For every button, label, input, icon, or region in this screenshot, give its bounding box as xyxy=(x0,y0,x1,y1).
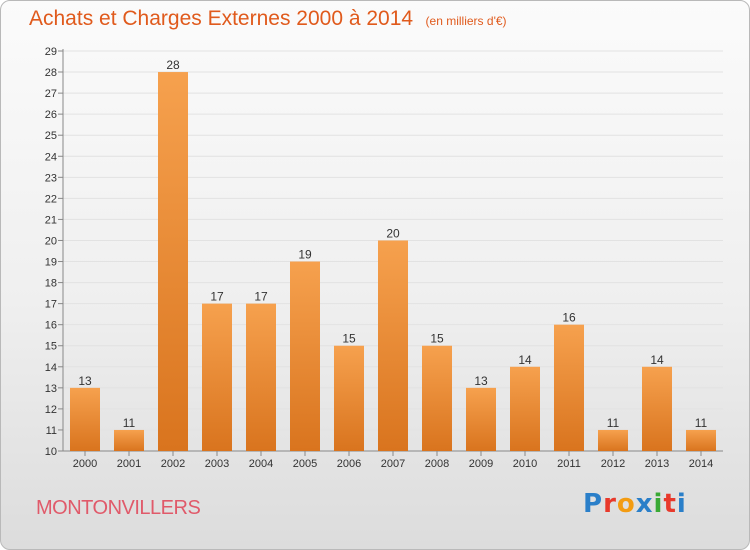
title-unit: (en milliers d'€) xyxy=(425,14,507,28)
y-tick-label: 19 xyxy=(45,257,57,269)
x-tick-label: 2002 xyxy=(161,458,185,470)
x-tick-label: 2001 xyxy=(117,458,141,470)
y-tick-label: 20 xyxy=(45,235,57,247)
bar-value-label: 11 xyxy=(123,416,136,430)
bar xyxy=(642,366,672,451)
y-tick-label: 25 xyxy=(45,130,57,142)
bar xyxy=(422,345,452,451)
x-tick-label: 2000 xyxy=(73,458,97,470)
bar xyxy=(114,429,144,451)
commune-name: MONTONVILLERS xyxy=(36,497,201,519)
bars xyxy=(70,72,716,451)
bar-value-label: 13 xyxy=(78,374,92,388)
bar-value-label: 11 xyxy=(607,416,620,430)
x-tick-label: 2005 xyxy=(293,458,317,470)
y-tick-label: 14 xyxy=(45,362,57,374)
logo-letter: t xyxy=(663,489,677,519)
proxiti-logo: Proxiti xyxy=(583,489,687,519)
bar xyxy=(510,366,540,451)
y-tick-label: 26 xyxy=(45,109,57,121)
bar-value-label: 19 xyxy=(298,248,312,262)
y-tick-label: 12 xyxy=(45,404,57,416)
y-tick-label: 28 xyxy=(45,67,57,79)
logo-letter: o xyxy=(616,489,636,519)
bar-value-label: 14 xyxy=(650,353,664,367)
bar-value-label: 20 xyxy=(386,226,400,240)
logo-letter: P xyxy=(583,489,604,519)
bar-labels: 13 11 28 17 17 19 15 20 15 13 14 16 11 14 11 xyxy=(78,58,707,430)
logo-letter: x xyxy=(635,489,654,519)
y-tick-label: 21 xyxy=(45,214,57,226)
logo-letter: i xyxy=(653,489,664,519)
bar xyxy=(290,261,320,451)
bar-value-label: 16 xyxy=(562,311,576,325)
y-tick-label: 17 xyxy=(45,299,57,311)
x-tick-label: 2003 xyxy=(205,458,229,470)
bar xyxy=(202,303,232,451)
bar xyxy=(686,429,716,451)
bar-value-label: 15 xyxy=(342,332,356,346)
bar-value-label: 11 xyxy=(695,416,708,430)
x-axis-ticks: 2000 2001 2002 2003 2004 2005 2006 2007 2008 2009… xyxy=(73,451,713,470)
bar-value-label: 17 xyxy=(254,290,268,304)
y-tick-label: 15 xyxy=(45,341,57,353)
y-tick-label: 11 xyxy=(46,425,57,437)
bar xyxy=(334,345,364,451)
logo-letter: r xyxy=(603,489,617,519)
bar-value-label: 13 xyxy=(474,374,488,388)
y-tick-label: 23 xyxy=(45,172,57,184)
x-tick-label: 2007 xyxy=(381,458,405,470)
y-tick-label: 29 xyxy=(45,46,57,58)
y-tick-label: 27 xyxy=(45,88,57,100)
x-tick-label: 2010 xyxy=(513,458,537,470)
y-tick-label: 24 xyxy=(45,151,57,163)
title-text: Achats et Charges Externes 2000 à 2014 xyxy=(29,7,414,30)
x-tick-label: 2006 xyxy=(337,458,361,470)
x-tick-label: 2009 xyxy=(469,458,493,470)
bar xyxy=(70,387,100,451)
bar xyxy=(378,240,408,451)
y-tick-label: 22 xyxy=(45,193,57,205)
x-tick-label: 2008 xyxy=(425,458,449,470)
bar-value-label: 14 xyxy=(518,353,532,367)
y-axis-ticks: 10 11 12 13 14 15 16 17 18 19 20 21 22 23 24 25 26 27 28 29 xyxy=(45,46,63,458)
bar xyxy=(466,387,496,451)
x-tick-label: 2013 xyxy=(645,458,669,470)
bar xyxy=(554,324,584,451)
bar-value-label: 17 xyxy=(210,290,224,304)
x-tick-label: 2004 xyxy=(249,458,273,470)
bar-value-label: 28 xyxy=(166,58,180,72)
y-tick-label: 18 xyxy=(45,278,57,290)
x-tick-label: 2014 xyxy=(689,458,713,470)
logo-letter: i xyxy=(676,489,687,519)
y-tick-label: 10 xyxy=(45,446,57,458)
x-tick-label: 2012 xyxy=(601,458,625,470)
bar xyxy=(598,429,628,451)
bar xyxy=(158,72,188,451)
bar-value-label: 15 xyxy=(430,332,444,346)
bar xyxy=(246,303,276,451)
y-tick-label: 13 xyxy=(45,383,57,395)
chart-title: Achats et Charges Externes 2000 à 2014 (… xyxy=(29,7,507,31)
y-tick-label: 16 xyxy=(45,320,57,332)
x-tick-label: 2011 xyxy=(557,458,581,470)
